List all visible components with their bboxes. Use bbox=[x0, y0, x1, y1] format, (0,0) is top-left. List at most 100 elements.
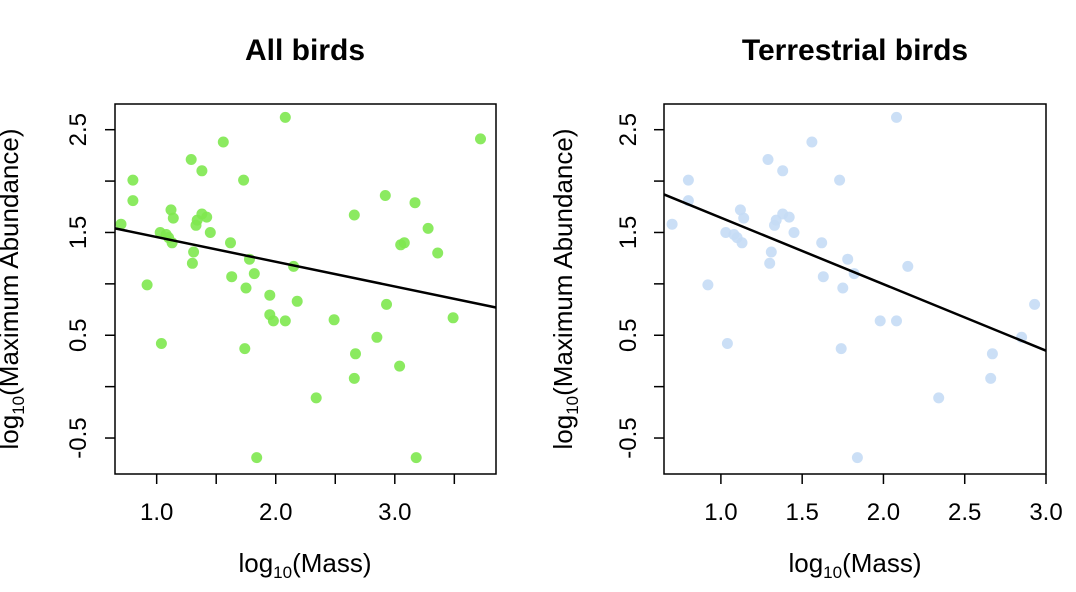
regression-line bbox=[663, 193, 1047, 352]
data-point bbox=[783, 211, 795, 223]
plot-frame bbox=[114, 103, 497, 475]
data-point bbox=[447, 312, 459, 324]
y-tick-label: 1.5 bbox=[65, 216, 92, 249]
data-point bbox=[267, 315, 279, 327]
data-point bbox=[834, 174, 846, 186]
plot-frame bbox=[663, 103, 1047, 475]
data-point bbox=[240, 282, 252, 294]
data-point bbox=[851, 452, 863, 464]
data-point bbox=[738, 212, 750, 224]
data-point bbox=[986, 348, 998, 360]
x-tick-label: 2.5 bbox=[948, 499, 981, 526]
y-tick-label: -0.5 bbox=[65, 417, 92, 458]
data-point bbox=[225, 237, 236, 249]
data-point bbox=[127, 195, 139, 207]
data-point bbox=[127, 174, 139, 186]
panel-terrestrial-birds: Terrestrial birds 1.0 1.5 2.0 2.5 3.0 -0.5 0.5… bbox=[548, 34, 1063, 582]
data-point bbox=[115, 218, 127, 230]
panel-all-birds: All birds 1.0 2.0 3.0 -0.5 0.5 1.5 2.5 log10(M… bbox=[0, 34, 497, 582]
data-point bbox=[432, 247, 444, 259]
data-point bbox=[185, 154, 197, 165]
data-point bbox=[736, 237, 748, 249]
x-tick-label: 3.0 bbox=[378, 499, 411, 526]
y-axis-label: log10(Maximum Abundance) bbox=[548, 129, 582, 450]
axes-layer: 1.0 1.5 2.0 2.5 3.0 -0.5 0.5 1.5 2.5 bbox=[615, 113, 1063, 526]
x-axis-label: log10(Mass) bbox=[238, 548, 371, 582]
data-point bbox=[762, 154, 774, 165]
data-point bbox=[891, 315, 902, 327]
points-layer bbox=[663, 111, 1047, 464]
data-point bbox=[248, 268, 260, 280]
data-point bbox=[310, 392, 322, 404]
y-tick-label: -0.5 bbox=[615, 417, 642, 458]
data-point bbox=[835, 343, 847, 355]
data-point bbox=[348, 372, 360, 384]
data-point bbox=[682, 174, 694, 186]
data-point bbox=[777, 165, 789, 177]
y-tick-label: 1.5 bbox=[615, 216, 642, 249]
data-point bbox=[196, 165, 208, 177]
data-point bbox=[167, 212, 179, 224]
data-point bbox=[204, 227, 216, 238]
data-point bbox=[155, 338, 167, 349]
data-point bbox=[702, 279, 714, 291]
data-point bbox=[264, 289, 276, 301]
data-point bbox=[239, 343, 251, 355]
data-point bbox=[902, 260, 914, 272]
data-point bbox=[186, 257, 198, 269]
data-point bbox=[422, 222, 434, 234]
data-point bbox=[409, 197, 421, 209]
data-point bbox=[251, 452, 263, 464]
panel-title: Terrestrial birds bbox=[742, 34, 968, 67]
data-point bbox=[371, 331, 383, 343]
data-point bbox=[188, 246, 200, 258]
x-tick-label: 1.0 bbox=[704, 499, 737, 526]
data-point bbox=[985, 372, 997, 384]
data-point bbox=[475, 133, 486, 145]
y-tick-label: 2.5 bbox=[65, 113, 92, 146]
x-tick-label: 3.0 bbox=[1029, 499, 1062, 526]
y-tick-label: 0.5 bbox=[65, 319, 92, 352]
x-tick-label: 2.0 bbox=[867, 499, 900, 526]
x-axis-label: log10(Mass) bbox=[788, 548, 921, 582]
data-point bbox=[394, 360, 406, 372]
data-point bbox=[141, 279, 153, 291]
x-tick-label: 1.5 bbox=[785, 499, 818, 526]
y-axis-label: log10(Maximum Abundance) bbox=[0, 129, 28, 450]
data-point bbox=[238, 174, 250, 186]
data-point bbox=[226, 271, 238, 283]
data-point bbox=[381, 298, 392, 310]
axes-layer: 1.0 2.0 3.0 -0.5 0.5 1.5 2.5 bbox=[65, 113, 456, 526]
data-point bbox=[837, 282, 849, 294]
y-tick-label: 2.5 bbox=[615, 113, 642, 146]
data-point bbox=[891, 111, 902, 123]
data-point bbox=[350, 348, 361, 360]
x-tick-label: 1.0 bbox=[140, 499, 173, 526]
data-point bbox=[379, 190, 391, 201]
panel-title: All birds bbox=[245, 34, 365, 67]
data-point bbox=[201, 211, 213, 223]
data-point bbox=[410, 452, 422, 464]
data-point bbox=[874, 315, 886, 327]
data-point bbox=[279, 315, 291, 327]
data-point bbox=[806, 136, 818, 148]
data-point bbox=[291, 295, 303, 307]
data-point bbox=[217, 136, 229, 148]
data-point bbox=[817, 271, 829, 283]
data-point bbox=[788, 227, 800, 238]
regression-line bbox=[114, 227, 497, 309]
data-point bbox=[279, 111, 291, 123]
data-point bbox=[666, 218, 678, 230]
data-point bbox=[348, 209, 360, 221]
points-layer bbox=[114, 111, 497, 464]
data-point bbox=[765, 246, 777, 258]
data-point bbox=[816, 237, 828, 249]
data-point bbox=[933, 392, 945, 404]
data-point bbox=[398, 237, 410, 249]
y-tick-label: 0.5 bbox=[615, 319, 642, 352]
data-point bbox=[328, 314, 340, 326]
data-point bbox=[842, 253, 854, 265]
x-tick-label: 2.0 bbox=[259, 499, 292, 526]
data-point bbox=[764, 257, 776, 269]
